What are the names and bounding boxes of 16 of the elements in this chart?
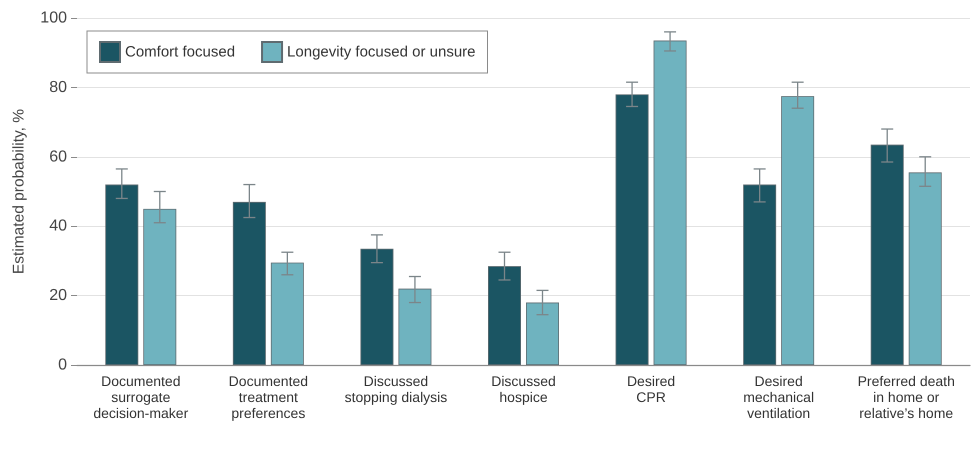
y-tick-label: 40 xyxy=(49,218,68,235)
y-tick-label: 80 xyxy=(49,78,68,96)
y-axis-title: Estimated probability, % xyxy=(10,108,28,274)
x-tick-label: Desired CPR xyxy=(626,373,676,405)
legend-label: Longevity focused or unsure xyxy=(287,44,476,60)
x-tick-label: Documented treatment preferences xyxy=(228,373,308,421)
x-tick-label: Preferred death in home or relative’s home xyxy=(858,373,955,421)
x-tick-label: Discussed hospice xyxy=(491,373,556,405)
y-tick-label: 60 xyxy=(49,148,68,166)
legend-label: Comfort focused xyxy=(125,44,236,60)
y-tick-label: 20 xyxy=(49,287,68,304)
y-tick-label: 0 xyxy=(58,356,68,374)
y-tick-label: 100 xyxy=(40,10,68,26)
x-tick-label: Documented surrogate decision-maker xyxy=(93,373,189,421)
x-tick-label: Desired mechanical ventilation xyxy=(743,373,814,421)
x-tick-label: Discussed stopping dialysis xyxy=(344,373,448,405)
